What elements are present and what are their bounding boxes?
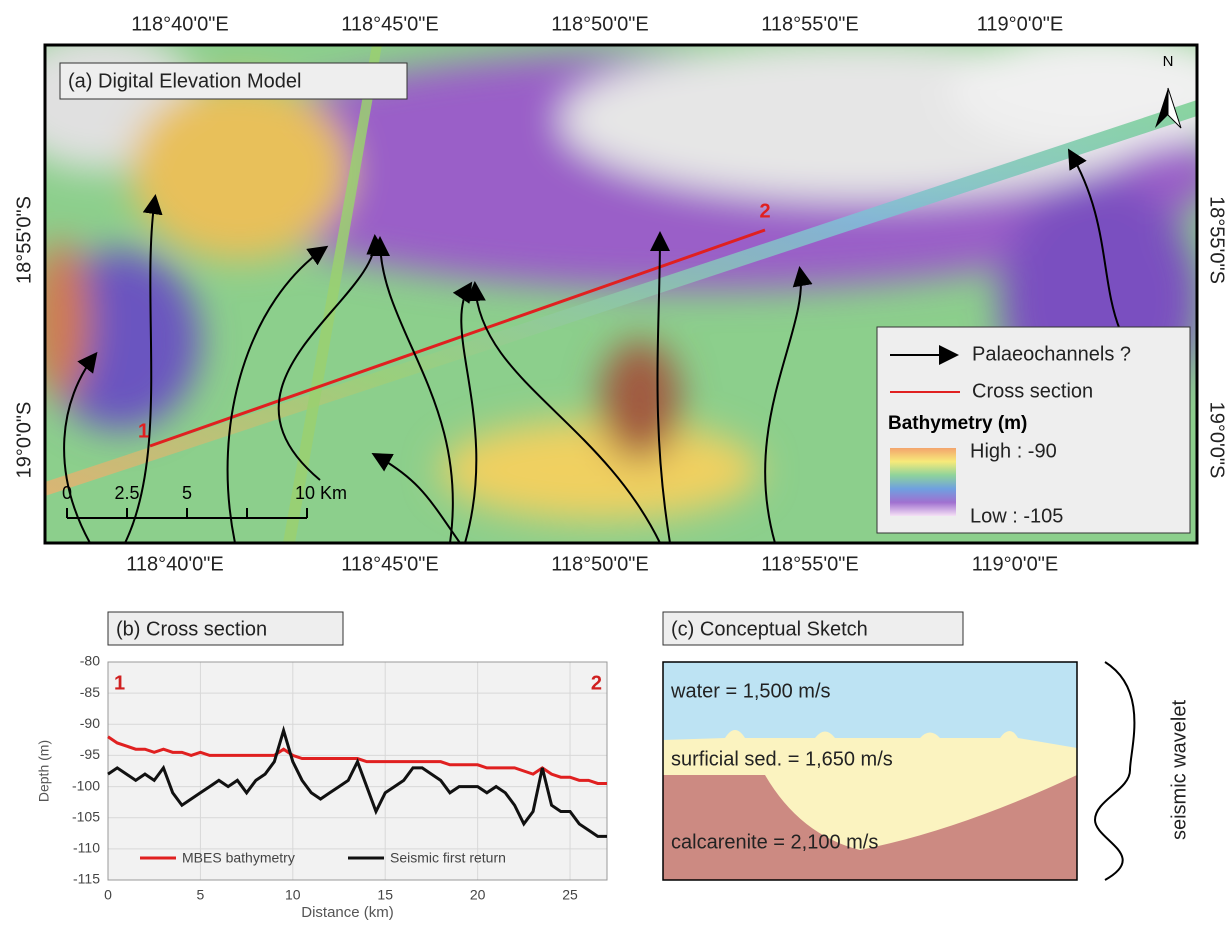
lon-label: 118°45'0"E — [341, 553, 439, 575]
scale-label: 2.5 — [114, 483, 139, 503]
lon-label: 118°45'0"E — [341, 13, 439, 35]
point-label: 1 — [138, 420, 149, 442]
legend-label: MBES bathymetry — [182, 850, 295, 866]
sketch: water = 1,500 m/s surficial sed. = 1,650… — [663, 618, 1190, 880]
layer-label: calcarenite = 2,100 m/s — [671, 831, 878, 853]
legend-high: High : -90 — [970, 440, 1057, 462]
lon-label: 119°0'0"E — [972, 553, 1058, 575]
y-tick-label: -85 — [80, 684, 100, 700]
legend-item: Palaeochannels ? — [972, 343, 1131, 365]
lat-label: 19°0'0"S — [1206, 402, 1228, 479]
scale-label: 5 — [182, 483, 192, 503]
x-tick-label: 20 — [470, 887, 486, 903]
sketch-title: (c) Conceptual Sketch — [671, 618, 868, 640]
lon-label: 118°55'0"E — [761, 553, 859, 575]
y-tick-label: -105 — [72, 808, 100, 824]
x-tick-label: 15 — [377, 887, 393, 903]
y-tick-label: -95 — [80, 746, 100, 762]
lat-label: 18°55'0"S — [1206, 196, 1228, 284]
lon-label: 118°50'0"E — [551, 13, 649, 35]
legend-low: Low : -105 — [970, 505, 1063, 527]
annotation: 2 — [591, 672, 602, 694]
scale-label: 0 — [62, 483, 72, 503]
lon-label: 118°50'0"E — [551, 553, 649, 575]
annotation: 1 — [114, 672, 125, 694]
map-legend: Palaeochannels ? Cross section Bathymetr… — [877, 327, 1190, 533]
y-axis-label: Depth (m) — [36, 740, 52, 802]
y-tick-label: -100 — [72, 777, 100, 793]
y-tick-label: -90 — [80, 715, 100, 731]
lon-label: 118°55'0"E — [761, 13, 859, 35]
lon-label: 119°0'0"E — [977, 13, 1063, 35]
north: N — [1163, 53, 1174, 70]
x-axis-label: Distance (km) — [301, 904, 394, 921]
layer-label: surficial sed. = 1,650 m/s — [671, 748, 893, 770]
lon-label: 118°40'0"E — [126, 553, 224, 575]
wavelet-label: seismic wavelet — [1168, 700, 1190, 840]
layer-label: water = 1,500 m/s — [670, 680, 831, 702]
scale-label: 10 Km — [295, 483, 347, 503]
point-label: 2 — [759, 200, 770, 222]
x-tick-label: 5 — [197, 887, 205, 903]
map-title: (a) Digital Elevation Model — [68, 70, 301, 92]
lon-label: 118°40'0"E — [131, 13, 229, 35]
plot-area — [108, 662, 607, 880]
x-tick-label: 0 — [104, 887, 112, 903]
chart-title: (b) Cross section — [116, 618, 267, 640]
x-tick-label: 25 — [562, 887, 578, 903]
y-tick-label: -115 — [73, 871, 100, 887]
y-tick-label: -80 — [80, 653, 100, 669]
lat-label: 18°55'0"S — [13, 196, 35, 284]
x-tick-label: 10 — [285, 887, 301, 903]
cross-section-chart: (b) Cross section -115 -110 -105 -100 -95 -90 -… — [36, 618, 607, 921]
legend-title: Bathymetry (m) — [888, 413, 1027, 434]
legend-label: Seismic first return — [390, 850, 506, 866]
figure: (a) Digital Elevation Model N 1 2 0 2.5 … — [0, 0, 1231, 934]
y-tick-label: -110 — [73, 840, 100, 856]
legend-item: Cross section — [972, 380, 1093, 402]
lat-label: 19°0'0"S — [13, 402, 35, 479]
